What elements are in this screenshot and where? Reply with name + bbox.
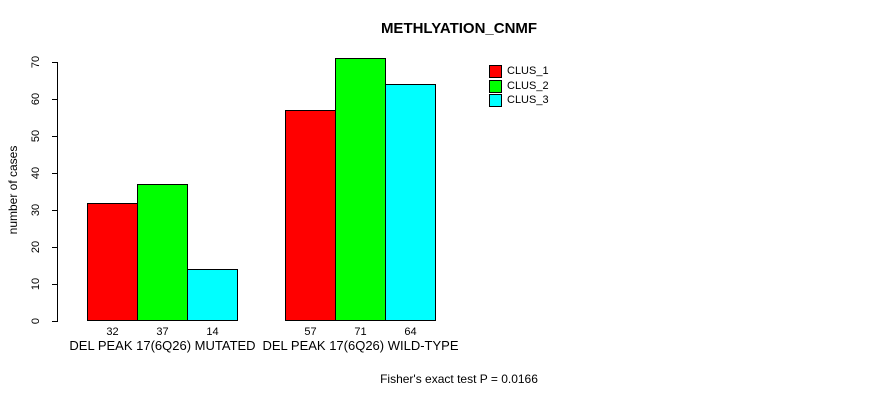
y-axis-tick-label: 10 [30, 277, 42, 291]
y-axis-tick [52, 173, 57, 174]
legend-swatch-clus_2 [489, 79, 502, 93]
bar-clus_3-group1 [187, 269, 238, 321]
y-axis-tick [52, 210, 57, 211]
bar-value-label: 64 [404, 326, 417, 338]
y-axis-tick-label: 30 [30, 203, 42, 217]
y-axis-tick [52, 284, 57, 285]
chart-title: METHLYATION_CNMF [380, 20, 538, 37]
y-axis-tick-label: 60 [30, 92, 42, 106]
legend-swatch-clus_3 [489, 94, 502, 107]
y-axis-tick-label: 40 [30, 166, 42, 180]
bar-value-label: 71 [354, 326, 367, 338]
legend-label: CLUS_1 [507, 65, 549, 77]
bar-clus_1-group2 [285, 110, 336, 321]
y-axis-tick-label: 70 [30, 55, 42, 69]
bar-clus_2-group2 [335, 58, 386, 321]
y-axis-tick [52, 247, 57, 248]
y-axis-tick [52, 136, 57, 137]
y-axis-tick [52, 62, 57, 63]
y-axis-line [57, 62, 58, 322]
bar-value-label: 57 [304, 326, 317, 338]
y-axis-tick [52, 99, 57, 100]
y-axis-tick-label: 0 [30, 317, 42, 325]
y-axis-tick-label: 20 [30, 240, 42, 254]
bar-clus_2-group1 [137, 184, 188, 321]
bar-clus_3-group2 [385, 84, 436, 321]
category-label: DEL PEAK 17(6Q26) MUTATED [69, 338, 256, 353]
bar-value-label: 37 [156, 326, 169, 338]
category-label: DEL PEAK 17(6Q26) WILD-TYPE [262, 338, 459, 353]
legend-label: CLUS_2 [507, 79, 549, 92]
legend-swatch-clus_1 [489, 65, 502, 78]
y-axis-tick [52, 321, 57, 322]
bar-value-label: 32 [106, 326, 119, 338]
bar-value-label: 14 [206, 326, 219, 338]
legend-label: CLUS_3 [507, 94, 549, 106]
bar-clus_1-group1 [87, 202, 138, 321]
stat-annotation: Fisher's exact test P = 0.0166 [380, 372, 538, 386]
y-axis-tick-label: 50 [30, 129, 42, 143]
